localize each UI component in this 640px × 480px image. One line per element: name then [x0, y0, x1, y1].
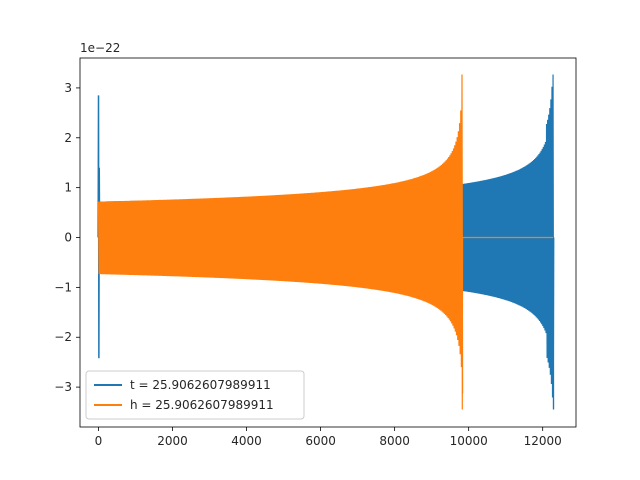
x-tick-label: 6000 [305, 434, 336, 448]
series-group [97, 74, 555, 410]
y-tick-label: 0 [64, 231, 72, 245]
y-tick-label: 3 [64, 81, 72, 95]
x-axis: 0 2000 4000 6000 8000 10000 12000 [95, 427, 562, 448]
x-tick-label: 4000 [231, 434, 262, 448]
y-axis: −3 −2 −1 0 1 2 3 [54, 81, 80, 394]
series-h-line [97, 74, 554, 410]
legend-label: h = 25.9062607989911 [130, 398, 274, 412]
x-tick-label: 8000 [379, 434, 410, 448]
legend: t = 25.9062607989911 h = 25.9062607989911 [85, 370, 305, 420]
y-tick-label: 1 [64, 181, 72, 195]
legend-label: t = 25.9062607989911 [130, 378, 271, 392]
series-t-initial-spike [97, 95, 101, 359]
legend-box [85, 370, 305, 420]
x-tick-label: 10000 [450, 434, 488, 448]
x-tick-label: 12000 [524, 434, 562, 448]
y-tick-label: −2 [54, 330, 72, 344]
y-tick-label: −3 [54, 380, 72, 394]
x-tick-label: 2000 [157, 434, 188, 448]
x-tick-label: 0 [95, 434, 103, 448]
plot-area [79, 57, 577, 428]
y-offset-text: 1e−22 [80, 41, 120, 55]
plot-frame [79, 57, 577, 428]
y-tick-label: −1 [54, 280, 72, 294]
y-tick-label: 2 [64, 131, 72, 145]
